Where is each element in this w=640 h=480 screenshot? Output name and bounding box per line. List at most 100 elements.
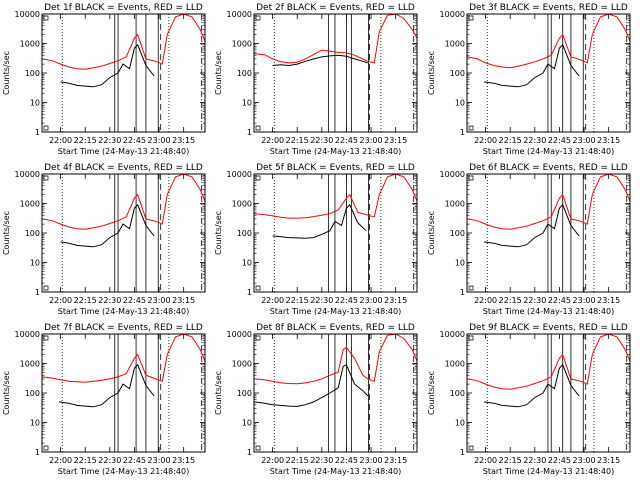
x-tick-label: 23:15 (172, 456, 195, 465)
panel-det-1: Det 1f BLACK = Events, RED = LLD Counts/s… (2, 3, 206, 156)
corner-marker (255, 125, 261, 131)
y-axis-label: Counts/sec (2, 371, 11, 415)
x-axis-label: Start Time (24-May-13 21:48:40) (58, 467, 189, 476)
y-tick-label: 1000 (232, 360, 252, 369)
y-tick-label: 10000 (15, 170, 40, 179)
y-tick-label: 1 (460, 128, 465, 137)
y-axis-label: Counts/sec (2, 211, 11, 255)
series-group (467, 334, 630, 408)
x-tick-label: 22:00 (49, 136, 72, 145)
x-tick-label: 23:00 (573, 456, 596, 465)
x-tick-label: 23:00 (148, 456, 171, 465)
x-tick-label: 22:00 (474, 136, 497, 145)
corner-marker (468, 285, 474, 291)
y-tick-label: 10000 (440, 170, 465, 179)
x-tick-label: 22:15 (74, 136, 97, 145)
y-tick-label: 100 (25, 69, 40, 78)
y-tick-label: 10 (30, 259, 40, 268)
x-axis-label: Start Time (24-May-13 21:48:40) (270, 307, 401, 316)
series-lld-line (42, 14, 205, 70)
x-tick-label: 23:00 (573, 136, 596, 145)
plot-frame (466, 333, 631, 453)
x-tick-label: 22:30 (523, 296, 546, 305)
x-tick-label: 22:00 (261, 296, 284, 305)
x-tick-label: 22:15 (74, 456, 97, 465)
x-tick-label: 23:15 (384, 136, 407, 145)
y-tick-label: 10 (242, 259, 252, 268)
series-group (254, 334, 417, 407)
series-lld-line (254, 14, 417, 64)
series-lld-line (254, 334, 417, 385)
corner-marker (468, 15, 474, 21)
panel-title: Det 2f BLACK = Events, RED = LLD (256, 3, 415, 13)
x-tick-label: 23:00 (148, 136, 171, 145)
panel-det-8: Det 8f BLACK = Events, RED = LLD Counts/s… (214, 323, 418, 476)
y-axis-label: Counts/sec (427, 211, 436, 255)
x-axis-label: Start Time (24-May-13 21:48:40) (58, 147, 189, 156)
x-tick-label: 22:30 (98, 456, 121, 465)
plot-frame (253, 13, 418, 133)
series-group (467, 14, 630, 88)
corner-marker (43, 285, 49, 291)
x-tick-label: 23:15 (597, 456, 620, 465)
x-tick-label: 22:15 (286, 296, 309, 305)
x-tick-label: 22:30 (98, 136, 121, 145)
x-tick-label: 23:15 (384, 456, 407, 465)
y-tick-label: 10 (242, 99, 252, 108)
corner-marker (468, 125, 474, 131)
corner-marker (468, 175, 474, 181)
corner-marker (43, 445, 49, 451)
x-tick-label: 22:00 (261, 136, 284, 145)
series-events-line (58, 363, 155, 408)
x-tick-label: 22:45 (548, 456, 571, 465)
x-tick-label: 22:30 (310, 456, 333, 465)
x-tick-label: 22:30 (310, 136, 333, 145)
x-tick-label: 23:15 (597, 296, 620, 305)
y-tick-label: 10 (455, 259, 465, 268)
corner-marker (255, 285, 261, 291)
x-tick-label: 23:15 (384, 296, 407, 305)
panel-title: Det 7f BLACK = Events, RED = LLD (44, 323, 203, 333)
x-tick-label: 22:45 (123, 136, 146, 145)
y-axis-label: Counts/sec (214, 51, 223, 95)
y-tick-label: 100 (237, 389, 252, 398)
panel-det-5: Det 5f BLACK = Events, RED = LLD Counts/s… (214, 163, 418, 316)
y-tick-label: 10000 (227, 170, 252, 179)
series-group (254, 14, 417, 67)
y-tick-label: 100 (450, 389, 465, 398)
x-tick-label: 22:30 (523, 136, 546, 145)
panel-det-3: Det 3f BLACK = Events, RED = LLD Counts/s… (427, 3, 631, 156)
x-tick-label: 22:45 (335, 456, 358, 465)
panel-title: Det 6f BLACK = Events, RED = LLD (469, 163, 628, 173)
series-group (42, 174, 205, 248)
x-tick-label: 22:45 (123, 296, 146, 305)
series-lld-line (42, 334, 205, 383)
y-axis-label: Counts/sec (214, 211, 223, 255)
corner-marker (43, 175, 49, 181)
y-tick-label: 10000 (227, 10, 252, 19)
y-axis-label: Counts/sec (2, 51, 11, 95)
y-tick-label: 1000 (20, 40, 40, 49)
x-tick-label: 22:45 (548, 136, 571, 145)
series-events-line (60, 203, 155, 248)
x-axis-label: Start Time (24-May-13 21:48:40) (483, 307, 614, 316)
series-lld-line (467, 334, 630, 390)
series-lld-line (467, 14, 630, 69)
x-tick-label: 22:30 (523, 456, 546, 465)
x-tick-label: 23:00 (573, 296, 596, 305)
y-axis-label: Counts/sec (427, 371, 436, 415)
y-tick-label: 1000 (445, 360, 465, 369)
y-tick-label: 1 (35, 448, 40, 457)
y-tick-label: 100 (237, 69, 252, 78)
series-events-line (483, 363, 580, 408)
corner-marker (255, 335, 261, 341)
x-tick-label: 22:45 (123, 456, 146, 465)
x-tick-label: 22:15 (286, 456, 309, 465)
series-group (42, 14, 205, 88)
x-axis-label: Start Time (24-May-13 21:48:40) (270, 467, 401, 476)
x-tick-label: 22:00 (49, 456, 72, 465)
panel-title: Det 4f BLACK = Events, RED = LLD (44, 163, 203, 173)
corner-marker (468, 335, 474, 341)
series-events-line (483, 43, 580, 88)
series-events-line (272, 54, 368, 67)
